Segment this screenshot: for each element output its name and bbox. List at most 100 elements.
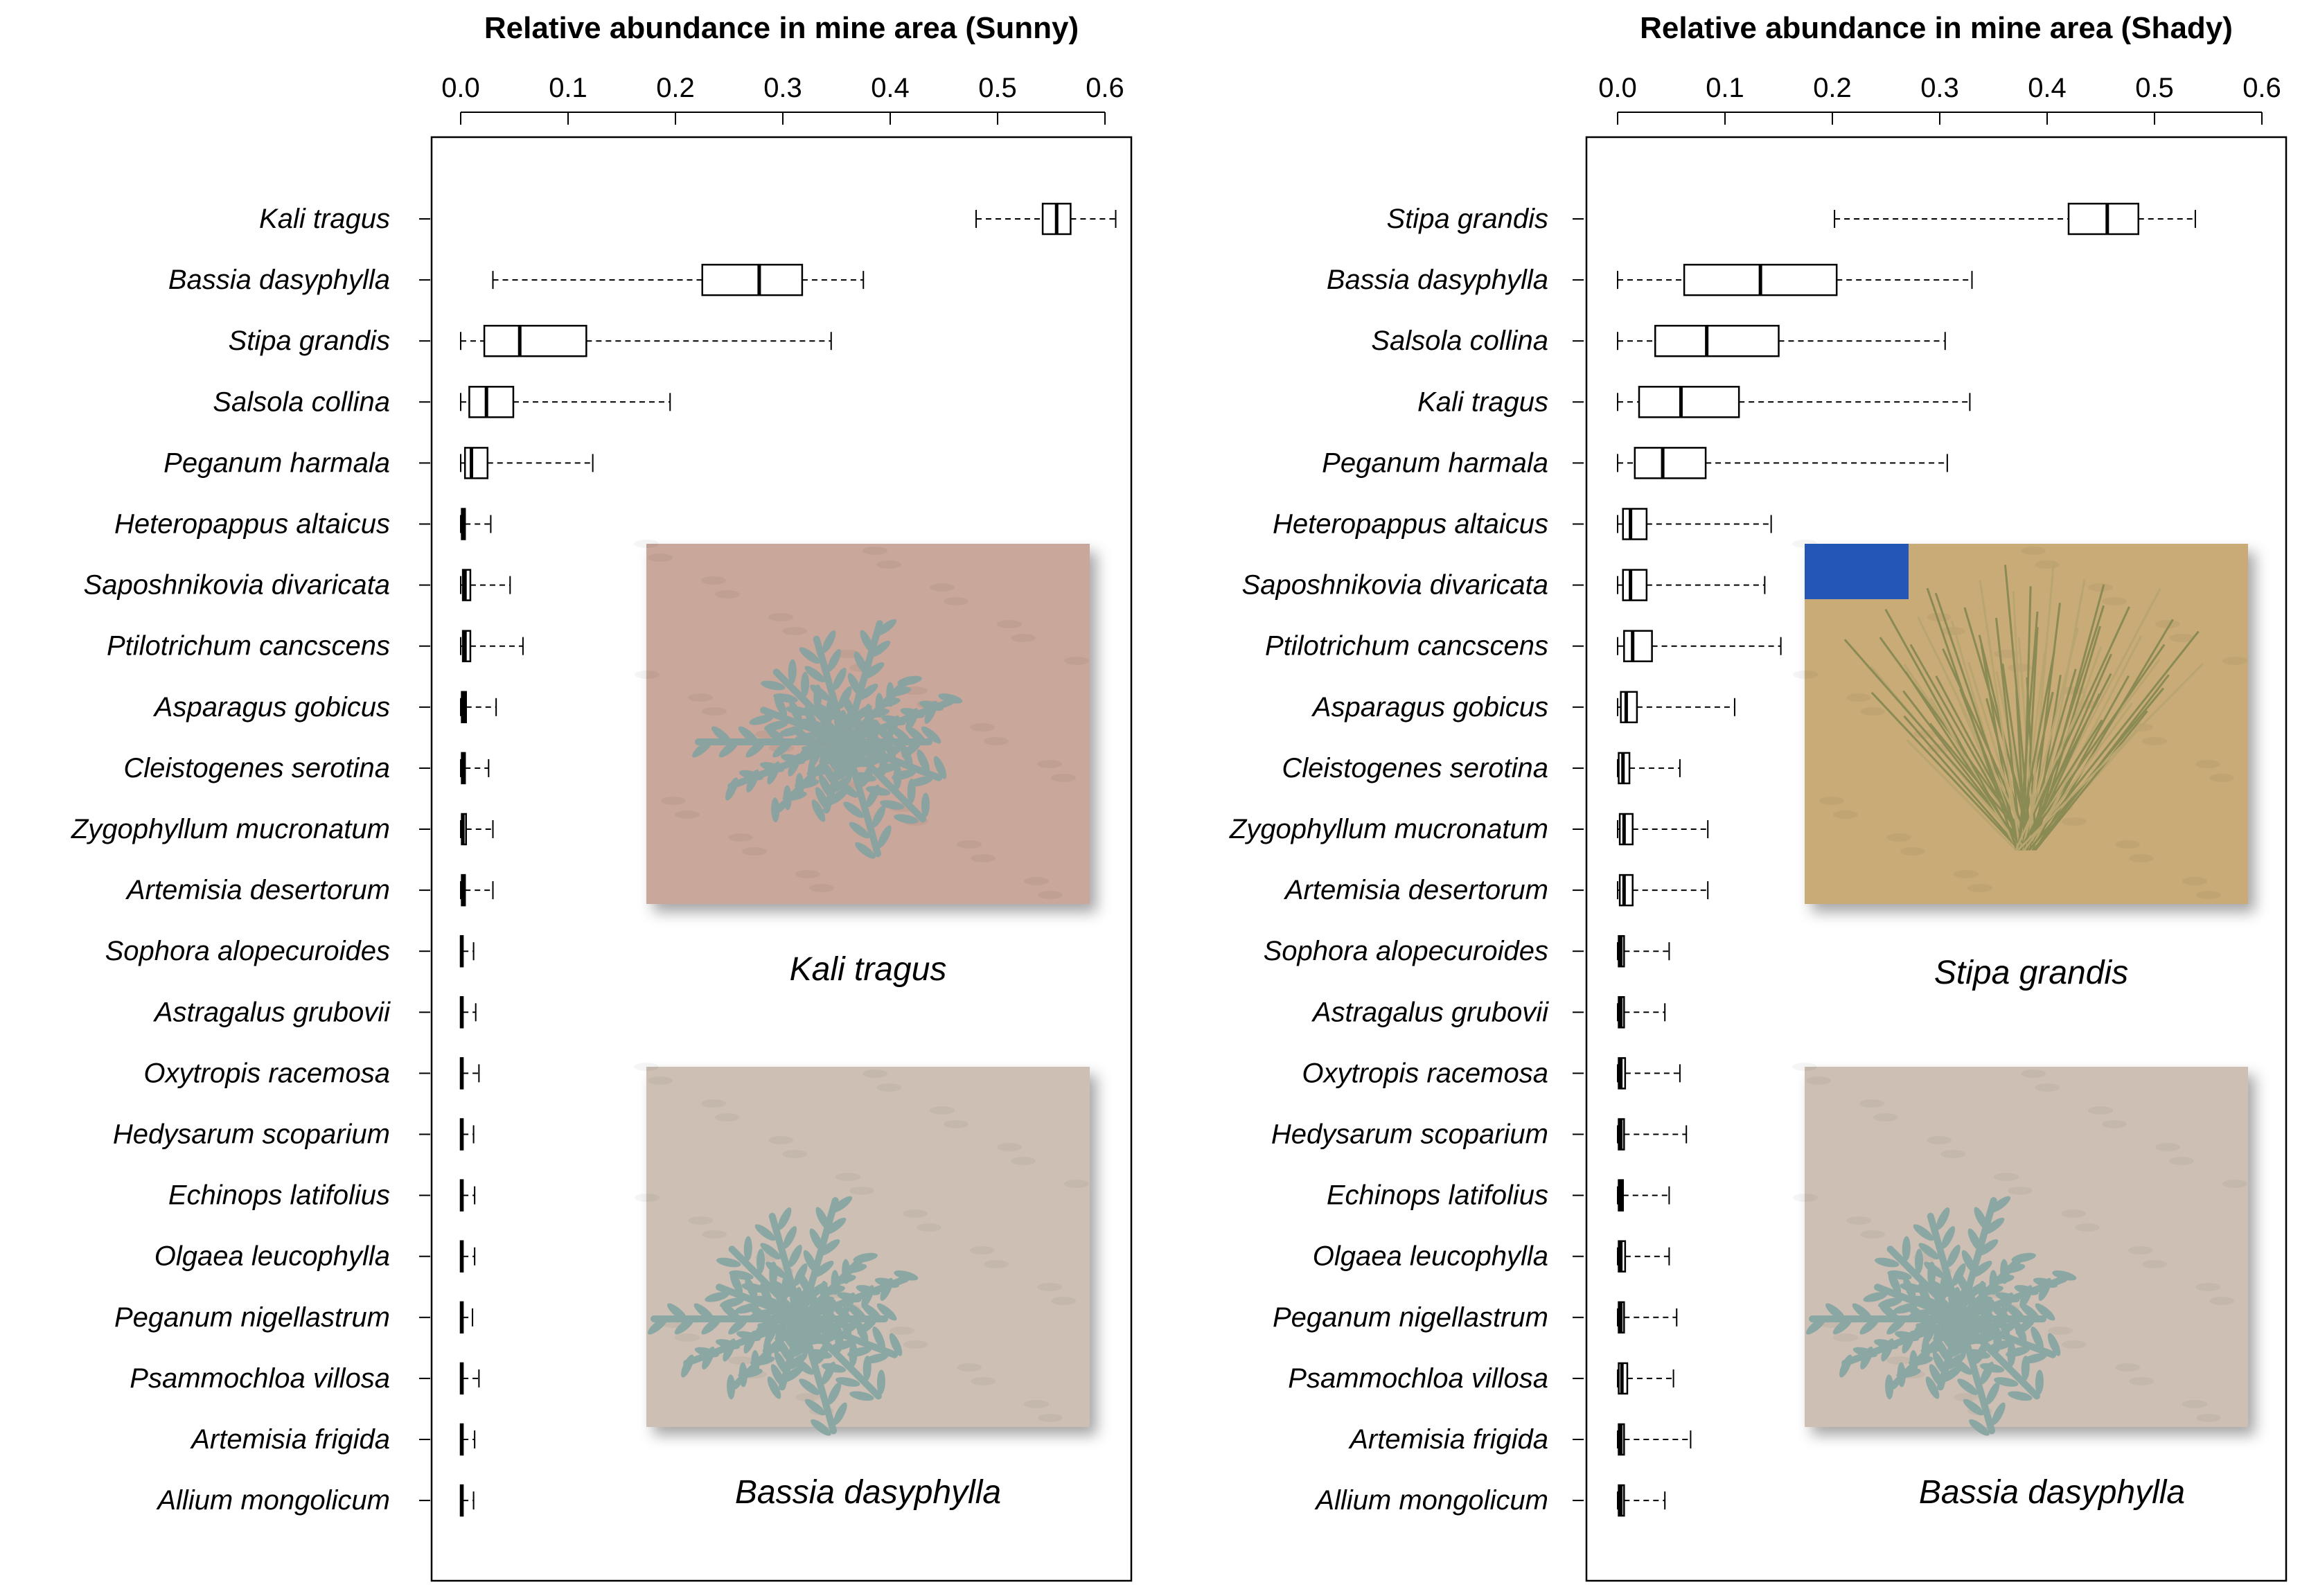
photo-plant-leaf bbox=[1924, 1261, 1945, 1279]
photo-texture bbox=[1954, 870, 1979, 878]
photo-plant-leaf bbox=[900, 743, 913, 766]
x-tick-label: 0.2 bbox=[1813, 73, 1852, 103]
photo-plant-leaf bbox=[1934, 1299, 1956, 1315]
photo-texture bbox=[634, 1063, 659, 1071]
species-label: Ptilotrichum cancscens bbox=[107, 631, 390, 662]
photo-plant-leaf bbox=[827, 788, 849, 806]
photo-texture bbox=[2048, 1327, 2073, 1335]
photo-plant-leaf bbox=[800, 671, 810, 697]
species-label: Cleistogenes serotina bbox=[123, 753, 390, 783]
species-label: Sophora alopecuroides bbox=[105, 936, 390, 966]
photo-plant-stem bbox=[798, 1197, 839, 1322]
photo-plant-leaf bbox=[788, 659, 797, 684]
photo-plant-leaf bbox=[790, 1340, 811, 1358]
x-tick-label: 0.0 bbox=[1598, 73, 1637, 103]
box-row: Peganum nigellastrum bbox=[114, 1301, 474, 1334]
species-label: Bassia dasyphylla bbox=[1327, 265, 1548, 295]
panel-shady: Relative abundance in mine area (Shady)0… bbox=[1229, 11, 2288, 1582]
photo-plant-leaf bbox=[754, 1224, 776, 1241]
photo-plant-leaf bbox=[863, 662, 885, 679]
photo-plant-leaf bbox=[818, 774, 833, 797]
photo-texture bbox=[688, 693, 713, 702]
species-label: Olgaea leucophylla bbox=[154, 1241, 390, 1272]
photo-plant-leaf bbox=[1863, 1292, 1888, 1302]
photo-texture bbox=[782, 1150, 807, 1158]
photo-plant-leaf bbox=[759, 762, 784, 772]
species-label: Allium mongolicum bbox=[156, 1485, 390, 1516]
box-row: Heteropappus altaicus bbox=[114, 508, 492, 540]
box-row: Zygophyllum mucronatum bbox=[71, 813, 494, 846]
photo-plant-leaf bbox=[849, 729, 862, 754]
box-row: Sophora alopecuroides bbox=[105, 934, 475, 968]
photo-plant-leaf bbox=[701, 1317, 722, 1335]
photo-plant-leaf bbox=[831, 1270, 840, 1295]
species-label: Peganum harmala bbox=[163, 447, 390, 478]
species-label: Asparagus gobicus bbox=[1311, 692, 1548, 722]
box-row: Sophora alopecuroides bbox=[1264, 934, 1670, 968]
iqr-box bbox=[1622, 508, 1648, 540]
photo-plant-leaf bbox=[854, 744, 869, 767]
photo-plant-leaf bbox=[2000, 1292, 2014, 1315]
box-row: Artemisia desertorum bbox=[125, 874, 494, 907]
photo-plant-leaf bbox=[2035, 1369, 2044, 1395]
photo-plant-leaf bbox=[1974, 1341, 1988, 1364]
photo-plant-leaf bbox=[725, 777, 738, 801]
photo-texture bbox=[702, 1230, 727, 1239]
photo-plant-leaf bbox=[815, 1207, 830, 1230]
photo-plant-leaf bbox=[1839, 1354, 1852, 1378]
photo-grass-blade bbox=[2015, 693, 2086, 851]
photo-texture bbox=[2021, 1070, 2046, 1078]
photo-plant-leaf bbox=[741, 1283, 766, 1293]
photo-plant-leaf bbox=[847, 673, 862, 696]
photo-plant-leaf bbox=[749, 715, 774, 725]
photo-texture bbox=[1793, 1194, 1818, 1202]
photo-plant-leaf bbox=[738, 770, 763, 781]
photo-plant-leaf bbox=[815, 703, 836, 720]
photo-plant-leaf bbox=[2019, 1285, 2033, 1309]
box-row: Artemisia desertorum bbox=[1284, 874, 1709, 907]
photo-texture bbox=[849, 1187, 874, 1195]
species-label: Oxytropis racemosa bbox=[1302, 1058, 1548, 1088]
x-tick-label: 0.5 bbox=[978, 73, 1017, 103]
iqr-box bbox=[1618, 874, 1634, 907]
photo-texture bbox=[701, 576, 726, 585]
photo-caption: Bassia dasyphylla bbox=[1919, 1474, 2185, 1511]
photo-plant-leaf bbox=[2052, 1270, 2077, 1281]
photo-texture bbox=[1886, 1356, 1911, 1365]
photo-plant-leaf bbox=[774, 1351, 788, 1374]
species-label: Kali tragus bbox=[1417, 387, 1548, 417]
photo-texture bbox=[1940, 1150, 1965, 1158]
photo-texture bbox=[1846, 1216, 1871, 1225]
photo-plant-leaf bbox=[886, 715, 900, 738]
photo-plant-leaf bbox=[756, 1248, 766, 1274]
photo-plant-leaf bbox=[864, 703, 873, 729]
photo-texture bbox=[809, 884, 834, 892]
photo-texture bbox=[917, 1223, 941, 1232]
photo-grass-blade bbox=[1903, 715, 2022, 851]
x-tick-label: 0.6 bbox=[1086, 73, 1124, 103]
photo-plant-leaf bbox=[795, 779, 820, 789]
photo-plant-leaf bbox=[767, 1376, 781, 1399]
photo-plant-leaf bbox=[2031, 1327, 2044, 1350]
box-row: Bassia dasyphylla bbox=[1327, 263, 1973, 296]
photo-texture bbox=[2209, 774, 2234, 782]
photo-plant-leaf bbox=[718, 740, 739, 758]
photo-texture bbox=[2035, 560, 2060, 569]
box-row: Peganum harmala bbox=[1322, 447, 1948, 479]
photo-plant-leaf bbox=[1941, 1225, 1956, 1249]
photo-plant-leaf bbox=[815, 787, 829, 810]
photo-plant-leaf bbox=[1947, 1244, 1961, 1268]
photo-grass-blade bbox=[2016, 606, 2130, 851]
photo-grass-blade bbox=[1959, 689, 2023, 851]
photo-plant-leaf bbox=[835, 1327, 844, 1353]
photo-plant-leaf bbox=[1967, 1228, 1982, 1252]
photo-texture bbox=[742, 847, 767, 855]
photo-plant-leaf bbox=[727, 1374, 736, 1400]
photo-plant-leaf bbox=[1875, 1257, 1900, 1268]
photo-plant-leaf bbox=[853, 1252, 878, 1263]
photo-plant-leaf bbox=[674, 1317, 695, 1335]
photo-plant-leaf bbox=[1909, 1356, 1934, 1366]
photo-grass-blade bbox=[2018, 719, 2103, 851]
photo-texture bbox=[2075, 1223, 2100, 1232]
